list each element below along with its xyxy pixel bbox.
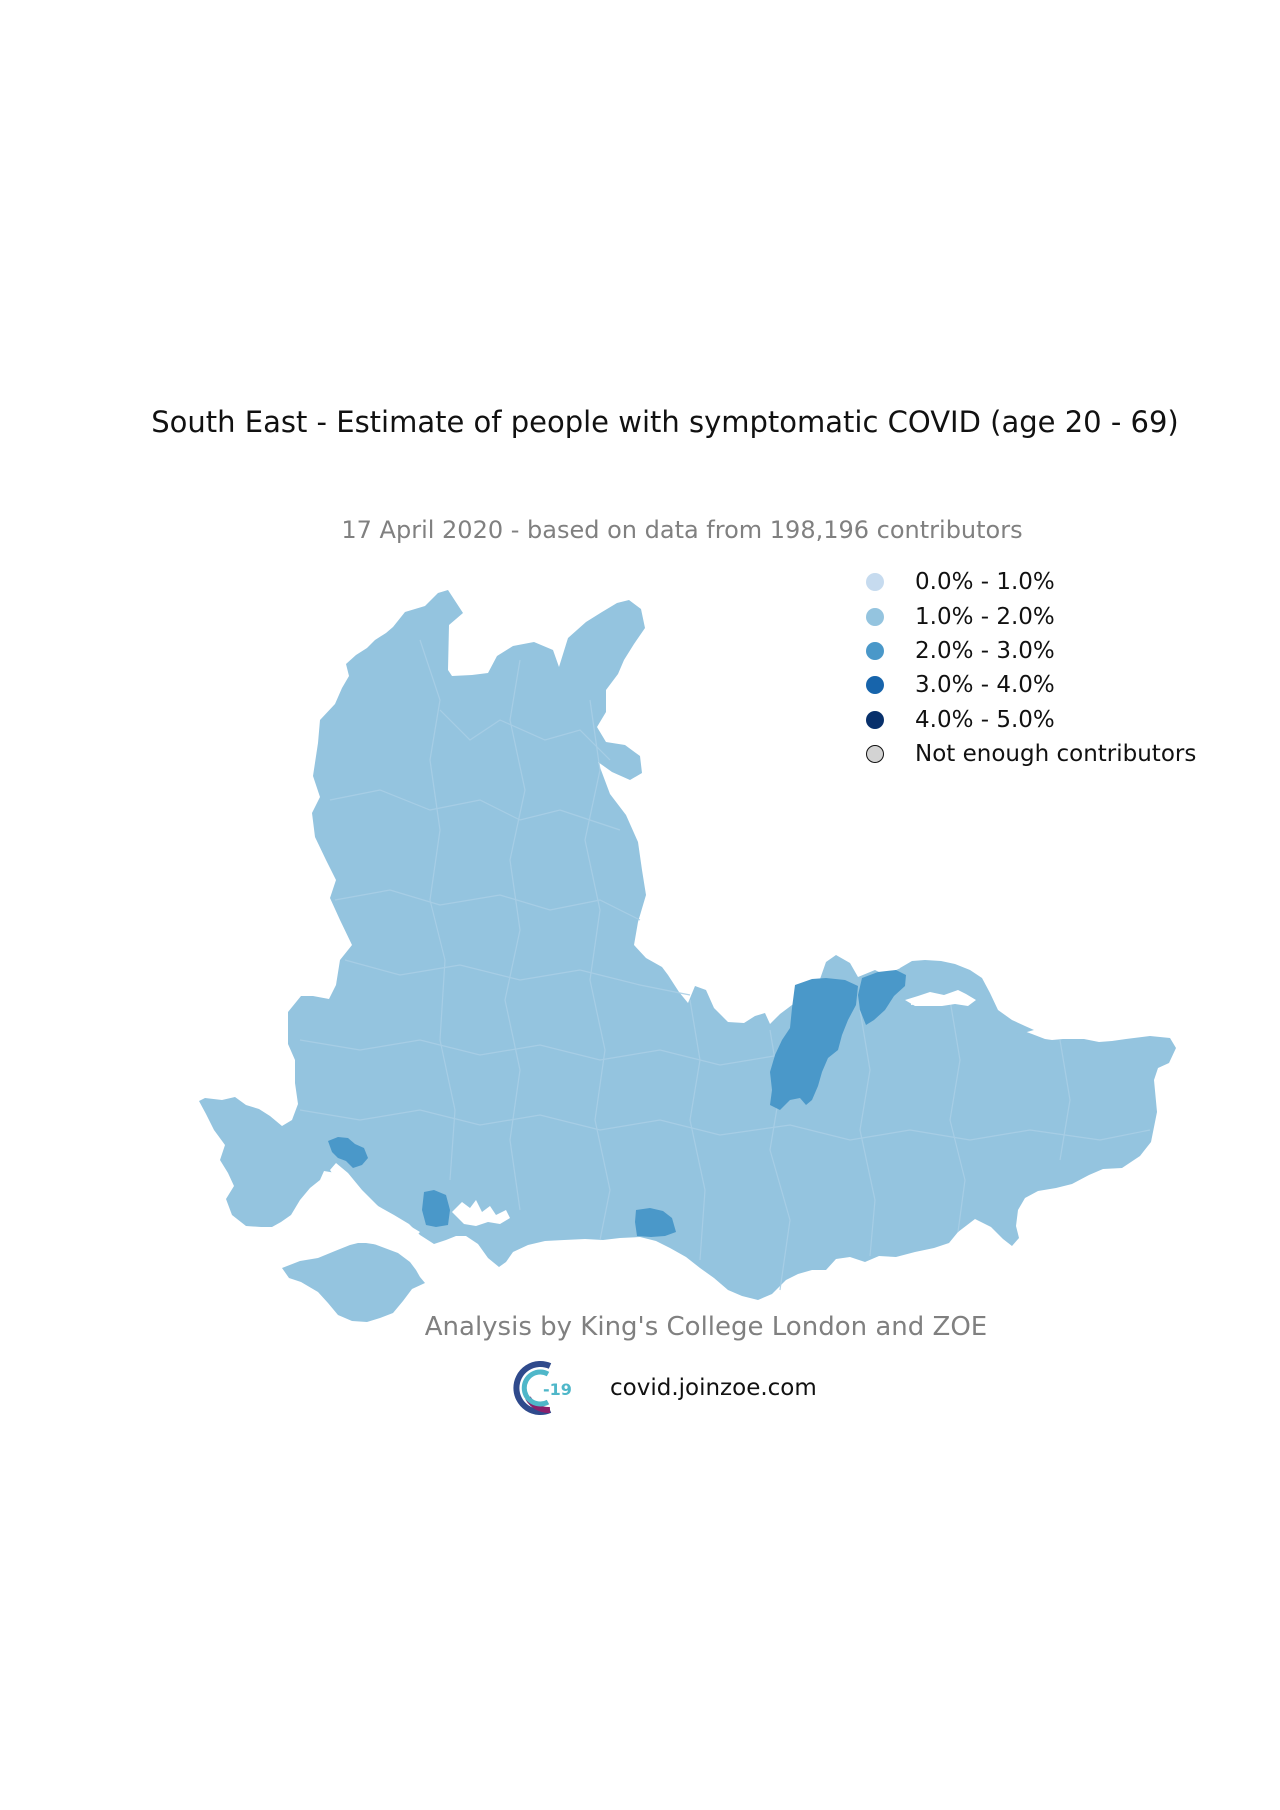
credit-line: Analysis by King's College London and ZO… [424,1312,988,1342]
district-boundaries [299,639,1151,1291]
legend-label-4-5: 4.0% - 5.0% [915,706,1055,733]
legend: 0.0% - 1.0% 1.0% - 2.0% 2.0% - 3.0% 3.0%… [860,565,1240,771]
map-subtitle: 17 April 2020 - based on data from 198,1… [341,516,1023,544]
region-highlight-surrey [770,978,858,1110]
legend-label-not-enough: Not enough contributors [915,741,1197,768]
region-thames-estuary [905,990,976,1006]
legend-swatch-2-3 [866,641,884,660]
legend-label-0-1: 0.0% - 1.0% [915,569,1055,596]
legend-item-not-enough: Not enough contributors [860,737,1240,771]
region-highlight-brighton [635,1208,676,1237]
legend-item-2-3: 2.0% - 3.0% [860,634,1240,668]
legend-label-1-2: 1.0% - 2.0% [915,603,1055,630]
zoe-covid-logo: -19 [513,1361,572,1415]
legend-swatch-0-1 [866,573,884,592]
legend-swatch-3-4 [866,676,884,695]
logo-text: -19 [543,1380,572,1399]
region-main-landmass [199,590,1176,1300]
legend-label-3-4: 3.0% - 4.0% [915,672,1055,699]
footer: -19 covid.joinzoe.com [510,1358,817,1418]
region-southampton-water [330,1163,420,1240]
map-title: South East - Estimate of people with sym… [151,405,1179,439]
region-highlight-southampton [328,1137,368,1168]
legend-swatch-not-enough [866,745,884,764]
legend-swatch-1-2 [866,607,884,626]
footer-url[interactable]: covid.joinzoe.com [610,1375,817,1401]
legend-item-4-5: 4.0% - 5.0% [860,703,1240,737]
region-isle-of-wight [282,1241,425,1322]
region-solent [268,1233,400,1260]
region-highlight-portsmouth [422,1190,450,1227]
legend-label-2-3: 2.0% - 3.0% [915,637,1055,664]
legend-item-3-4: 3.0% - 4.0% [860,668,1240,702]
region-harbours [452,1200,510,1226]
legend-item-0-1: 0.0% - 1.0% [860,565,1240,599]
legend-item-1-2: 1.0% - 2.0% [860,599,1240,633]
legend-swatch-4-5 [866,710,884,729]
region-highlight-medway [858,970,906,1025]
